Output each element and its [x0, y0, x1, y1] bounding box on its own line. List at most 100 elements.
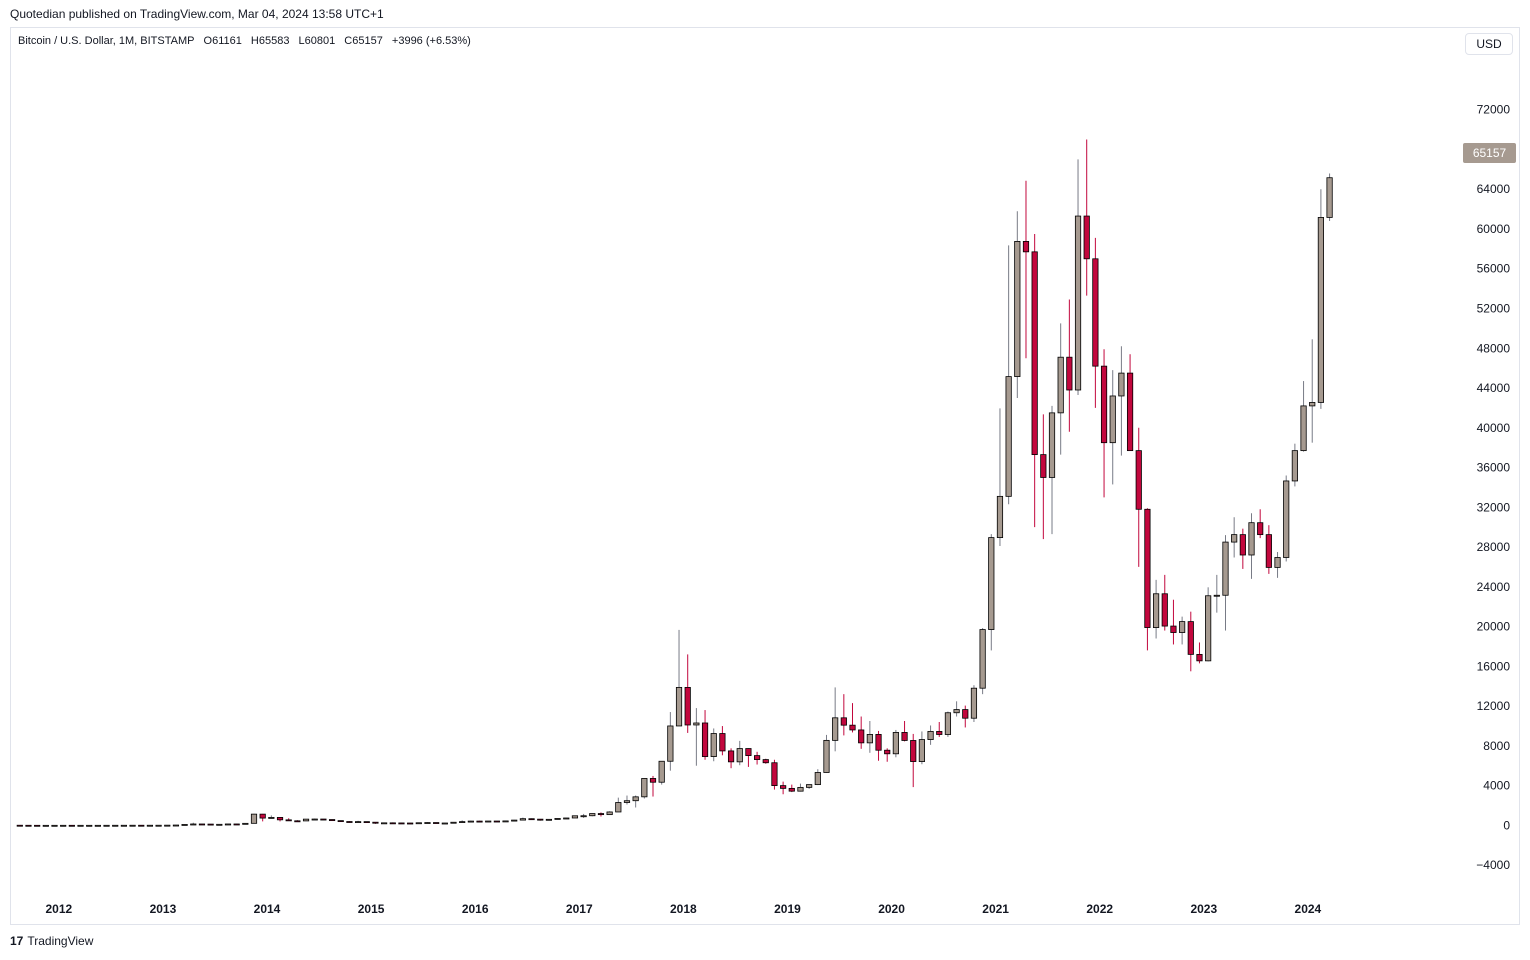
candle[interactable]	[580, 813, 587, 818]
candle[interactable]	[840, 694, 847, 736]
candle[interactable]	[441, 822, 448, 825]
candle[interactable]	[433, 822, 440, 824]
candle[interactable]	[1083, 139, 1090, 296]
candle[interactable]	[658, 760, 665, 785]
candle[interactable]	[42, 824, 49, 827]
candle[interactable]	[623, 795, 631, 805]
candle[interactable]	[146, 824, 154, 827]
candle[interactable]	[51, 824, 58, 827]
candle[interactable]	[996, 408, 1004, 547]
candle[interactable]	[806, 784, 813, 789]
candle[interactable]	[1005, 245, 1012, 505]
candle[interactable]	[1187, 611, 1194, 672]
candle[interactable]	[250, 813, 258, 824]
candle[interactable]	[823, 734, 830, 773]
candle[interactable]	[597, 812, 605, 817]
candle[interactable]	[814, 769, 821, 786]
candle[interactable]	[771, 759, 778, 790]
candle[interactable]	[1196, 642, 1203, 664]
candle[interactable]	[1265, 525, 1272, 574]
candle[interactable]	[25, 824, 32, 827]
candle[interactable]	[589, 813, 596, 817]
candle[interactable]	[1153, 579, 1160, 639]
candle[interactable]	[1100, 349, 1108, 498]
candle[interactable]	[138, 824, 145, 827]
candle[interactable]	[207, 823, 214, 826]
candle[interactable]	[1300, 381, 1307, 452]
candle[interactable]	[164, 824, 171, 827]
candle[interactable]	[554, 818, 561, 820]
candle[interactable]	[615, 797, 622, 813]
candle[interactable]	[927, 725, 934, 745]
candle[interactable]	[216, 823, 223, 826]
candle[interactable]	[1213, 574, 1220, 613]
candle[interactable]	[1317, 189, 1324, 409]
candle[interactable]	[1170, 599, 1177, 645]
candle[interactable]	[571, 815, 579, 819]
candle[interactable]	[693, 708, 700, 766]
candle[interactable]	[667, 712, 674, 771]
candle[interactable]	[77, 824, 84, 827]
candle[interactable]	[120, 824, 127, 827]
candle[interactable]	[16, 824, 23, 827]
candle[interactable]	[797, 783, 804, 792]
candle[interactable]	[936, 721, 943, 737]
candle[interactable]	[1031, 233, 1038, 528]
candle[interactable]	[944, 711, 952, 737]
candle[interactable]	[545, 818, 553, 821]
candle[interactable]	[918, 731, 925, 765]
candle[interactable]	[60, 824, 67, 827]
candle[interactable]	[1144, 508, 1151, 651]
candle[interactable]	[68, 824, 75, 827]
candle[interactable]	[242, 822, 249, 825]
candle[interactable]	[675, 629, 683, 727]
candle[interactable]	[511, 819, 518, 822]
candle[interactable]	[129, 824, 136, 827]
currency-button[interactable]: USD	[1465, 33, 1513, 55]
candle[interactable]	[1257, 509, 1264, 539]
candle[interactable]	[701, 710, 709, 760]
candle[interactable]	[337, 820, 344, 823]
candle[interactable]	[268, 815, 275, 819]
candle[interactable]	[398, 822, 405, 825]
candle[interactable]	[415, 822, 422, 825]
tradingview-branding[interactable]: 17 TradingView	[10, 934, 93, 948]
candle[interactable]	[1309, 339, 1316, 443]
candle[interactable]	[1126, 354, 1134, 452]
candle[interactable]	[1022, 180, 1030, 359]
candle[interactable]	[866, 720, 873, 753]
candle[interactable]	[34, 824, 41, 827]
candle[interactable]	[606, 811, 613, 816]
candle[interactable]	[1161, 574, 1168, 631]
candle[interactable]	[632, 795, 639, 808]
candle[interactable]	[493, 820, 500, 823]
candle[interactable]	[1179, 616, 1186, 645]
candle[interactable]	[459, 820, 466, 824]
candle[interactable]	[849, 703, 856, 733]
candle[interactable]	[528, 818, 535, 821]
candle[interactable]	[1274, 552, 1281, 578]
candle[interactable]	[901, 720, 908, 742]
candle[interactable]	[858, 716, 865, 749]
candle[interactable]	[710, 728, 717, 762]
candle[interactable]	[537, 818, 544, 821]
candle[interactable]	[346, 821, 353, 823]
candle[interactable]	[1109, 370, 1116, 485]
candle[interactable]	[1040, 414, 1047, 540]
candle[interactable]	[684, 654, 691, 733]
candle[interactable]	[181, 824, 188, 826]
candle[interactable]	[736, 740, 743, 766]
candle[interactable]	[719, 726, 726, 756]
candle[interactable]	[450, 821, 457, 824]
candle[interactable]	[424, 822, 431, 824]
candle[interactable]	[320, 818, 327, 821]
candle[interactable]	[788, 784, 795, 793]
candle[interactable]	[910, 733, 917, 788]
candle[interactable]	[476, 820, 483, 823]
candle[interactable]	[1074, 159, 1082, 395]
candle[interactable]	[285, 818, 292, 822]
candle[interactable]	[198, 823, 206, 826]
candle[interactable]	[389, 822, 396, 825]
candle[interactable]	[311, 818, 318, 821]
candle[interactable]	[884, 748, 891, 762]
